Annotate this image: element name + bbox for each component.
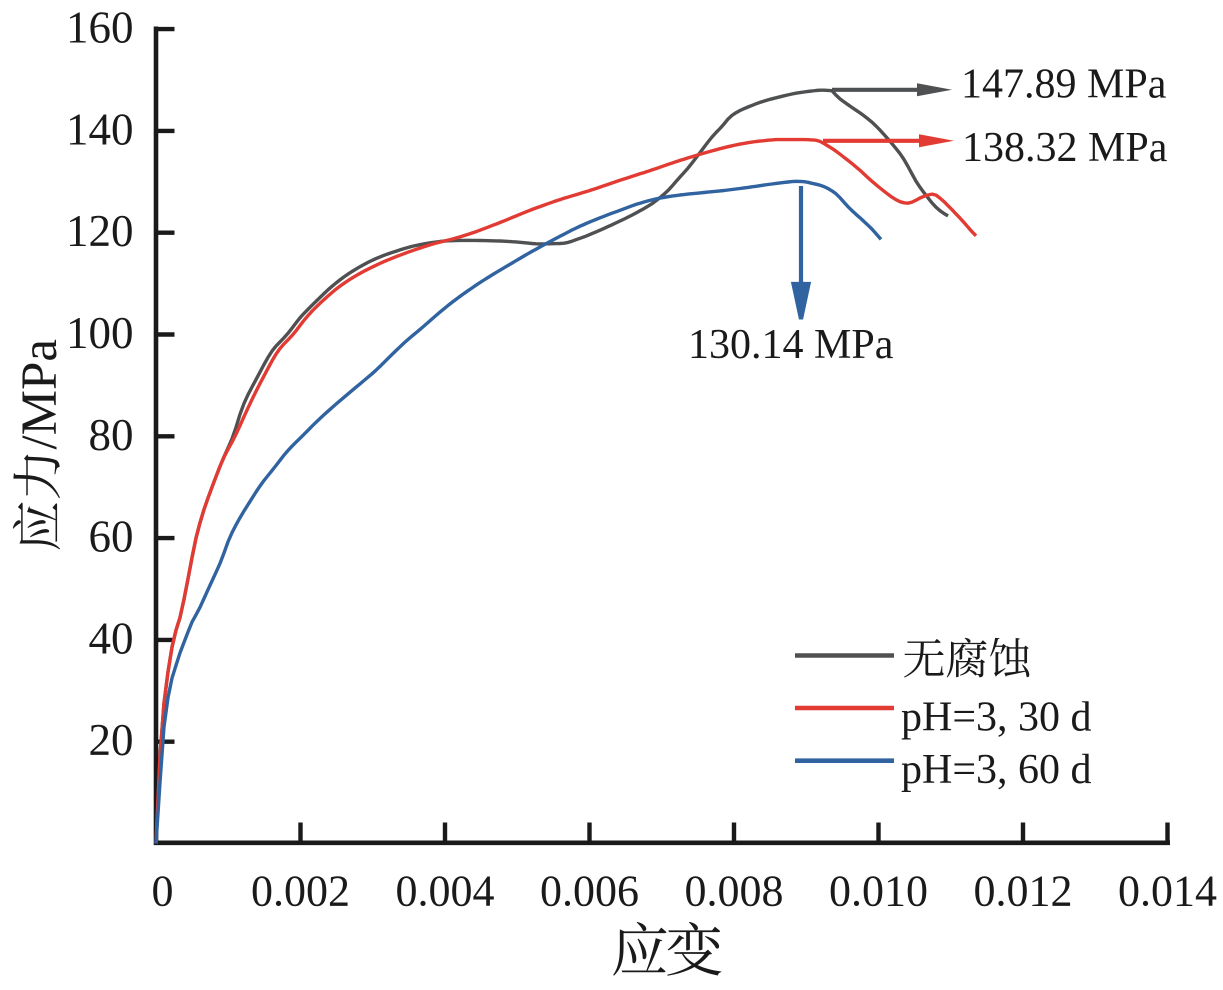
svg-text:0.006: 0.006 <box>540 867 639 916</box>
svg-text:130.14 MPa: 130.14 MPa <box>688 322 894 368</box>
svg-text:140: 140 <box>66 104 134 154</box>
svg-text:160: 160 <box>66 3 134 53</box>
svg-text:40: 40 <box>89 613 134 663</box>
svg-text:120: 120 <box>66 206 134 256</box>
svg-text:/MPa: /MPa <box>12 339 68 450</box>
svg-text:147.89 MPa: 147.89 MPa <box>961 62 1167 108</box>
svg-text:pH=3, 30 d: pH=3, 30 d <box>901 695 1092 741</box>
svg-text:138.32 MPa: 138.32 MPa <box>962 125 1168 171</box>
svg-text:0.010: 0.010 <box>829 867 928 916</box>
svg-text:0.008: 0.008 <box>685 867 784 916</box>
svg-text:0.002: 0.002 <box>251 867 350 916</box>
svg-text:pH=3, 60 d: pH=3, 60 d <box>901 747 1092 793</box>
svg-text:0.014: 0.014 <box>1118 867 1217 916</box>
svg-text:80: 80 <box>89 410 134 460</box>
svg-text:60: 60 <box>89 512 134 562</box>
svg-text:100: 100 <box>66 308 134 358</box>
svg-text:0.004: 0.004 <box>396 867 495 916</box>
svg-text:0: 0 <box>152 867 174 916</box>
svg-text:0.012: 0.012 <box>974 867 1073 916</box>
svg-text:20: 20 <box>89 715 134 765</box>
